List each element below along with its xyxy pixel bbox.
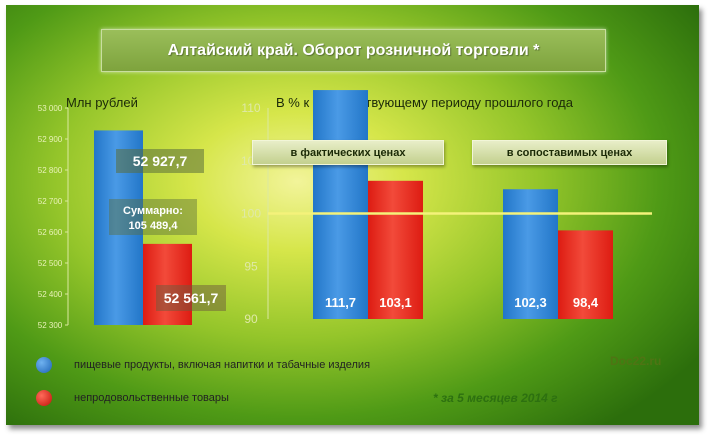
right-y-tick-label: 90 bbox=[244, 312, 258, 326]
left-value-label-nonfood: 52 561,7 bbox=[164, 290, 219, 306]
left-y-tick-label: 52 900 bbox=[38, 135, 63, 144]
legend-label-food: пищевые продукты, включая напитки и таба… bbox=[74, 359, 371, 371]
right-value-label: 102,3 bbox=[514, 295, 547, 310]
left-y-tick-label: 53 000 bbox=[38, 104, 63, 113]
right-bar-food-0 bbox=[313, 90, 368, 319]
chart-frame: Алтайский край. Оборот розничной торговл… bbox=[6, 5, 699, 425]
right-y-tick-label: 95 bbox=[244, 259, 258, 273]
right-value-label: 111,7 bbox=[325, 295, 356, 310]
right-value-label: 103,1 bbox=[379, 295, 412, 310]
group-label-comparable-prices: в сопоставимых ценах bbox=[472, 140, 667, 165]
source-watermark: Doc22.ru bbox=[610, 354, 662, 368]
right-y-tick-label: 110 bbox=[241, 101, 260, 115]
right-bars: 111,7 102,3 103,1 98,4 bbox=[268, 90, 652, 319]
right-value-label: 98,4 bbox=[573, 295, 599, 310]
left-value-backdrop-nonfood bbox=[156, 285, 226, 311]
sum-backdrop bbox=[109, 199, 197, 235]
left-bars: 52 927,7 52 561,7 Суммарно: 105 489,4 bbox=[94, 130, 226, 325]
left-y-tick-label: 52 800 bbox=[38, 166, 63, 175]
left-value-backdrop-food bbox=[116, 149, 204, 173]
left-y-tick-label: 52 600 bbox=[38, 228, 63, 237]
left-y-tick-label: 52 500 bbox=[38, 259, 63, 268]
left-axis: 52 300 52 400 52 500 52 600 52 700 52 800 52 9… bbox=[38, 104, 69, 330]
footnote: * за 5 месяцев 2014 г bbox=[433, 391, 558, 405]
group-label-actual-prices: в фактических ценах bbox=[252, 140, 444, 165]
left-y-tick-label: 52 300 bbox=[38, 321, 63, 330]
legend-dot-food bbox=[36, 357, 52, 373]
left-y-tick-label: 52 700 bbox=[38, 197, 63, 206]
legend-dot-nonfood bbox=[36, 390, 52, 406]
legend-item-food: пищевые продукты, включая напитки и таба… bbox=[36, 357, 370, 373]
chart-title: Алтайский край. Оборот розничной торговл… bbox=[167, 41, 540, 59]
right-y-tick-label: 100 bbox=[241, 207, 261, 221]
sum-value: 105 489,4 bbox=[129, 220, 179, 232]
chart-canvas: 52 300 52 400 52 500 52 600 52 700 52 800 52 9… bbox=[38, 90, 652, 330]
right-bar-nonfood-0 bbox=[368, 180, 423, 319]
legend-item-nonfood: непродовольственные товары bbox=[36, 390, 229, 406]
left-bar-nonfood bbox=[143, 243, 192, 325]
sum-label: Суммарно: bbox=[123, 205, 183, 217]
left-unit-label: Млн рублей bbox=[66, 95, 138, 110]
right-bar-food-1 bbox=[503, 189, 558, 319]
right-bar-nonfood-1 bbox=[558, 230, 613, 319]
title-banner: Алтайский край. Оборот розничной торговл… bbox=[101, 29, 606, 72]
left-y-tick-label: 52 400 bbox=[38, 290, 63, 299]
legend-label-nonfood: непродовольственные товары bbox=[74, 392, 229, 404]
left-value-label-food: 52 927,7 bbox=[133, 153, 188, 169]
